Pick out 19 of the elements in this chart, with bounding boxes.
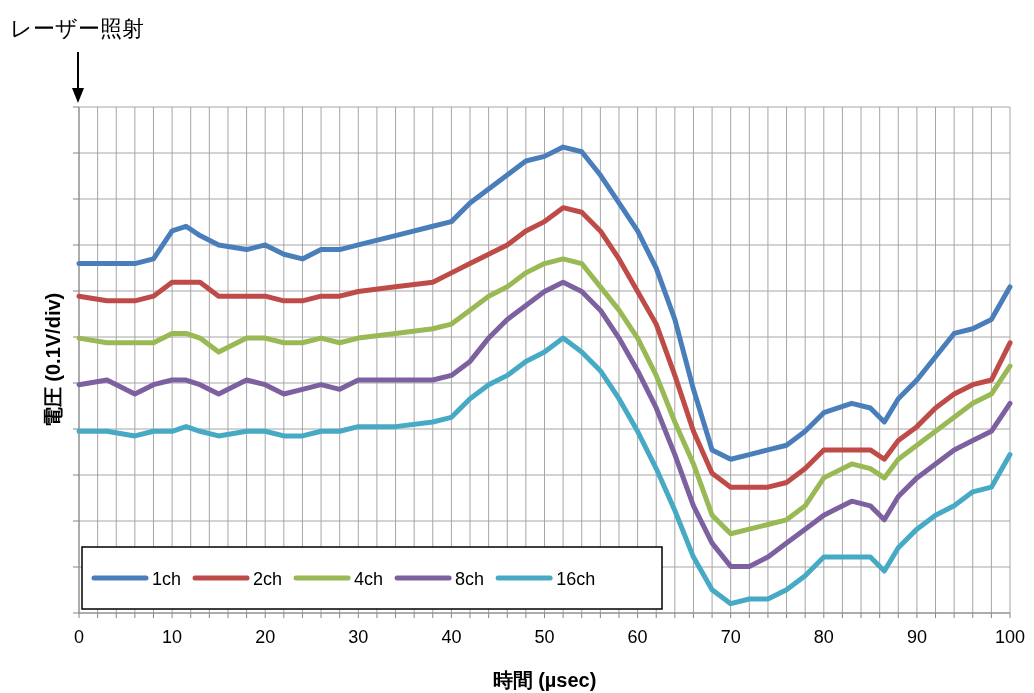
text: レーザー照射 bbox=[10, 16, 144, 41]
legend-label: 2ch bbox=[253, 569, 283, 589]
x-tick-label: 70 bbox=[720, 627, 741, 647]
x-tick-label: 0 bbox=[73, 627, 85, 647]
x-tick-label: 50 bbox=[534, 627, 555, 647]
x-tick-label: 90 bbox=[906, 627, 927, 647]
x-tick-label: 80 bbox=[813, 627, 834, 647]
legend-label: 1ch bbox=[152, 569, 182, 589]
x-tick-label: 100 bbox=[994, 627, 1026, 647]
y-axis-title: 電圧 (0.1V/div) bbox=[42, 292, 64, 428]
legend-label: 16ch bbox=[556, 569, 596, 589]
x-tick-label: 30 bbox=[348, 627, 369, 647]
x-tick-label: 60 bbox=[627, 627, 648, 647]
legend-label: 8ch bbox=[455, 569, 485, 589]
x-tick-label: 20 bbox=[255, 627, 276, 647]
x-axis-title: 時間 (µsec) bbox=[492, 669, 597, 691]
legend-label: 4ch bbox=[354, 569, 384, 589]
x-tick-label: 10 bbox=[162, 627, 183, 647]
x-tick-label: 40 bbox=[441, 627, 462, 647]
